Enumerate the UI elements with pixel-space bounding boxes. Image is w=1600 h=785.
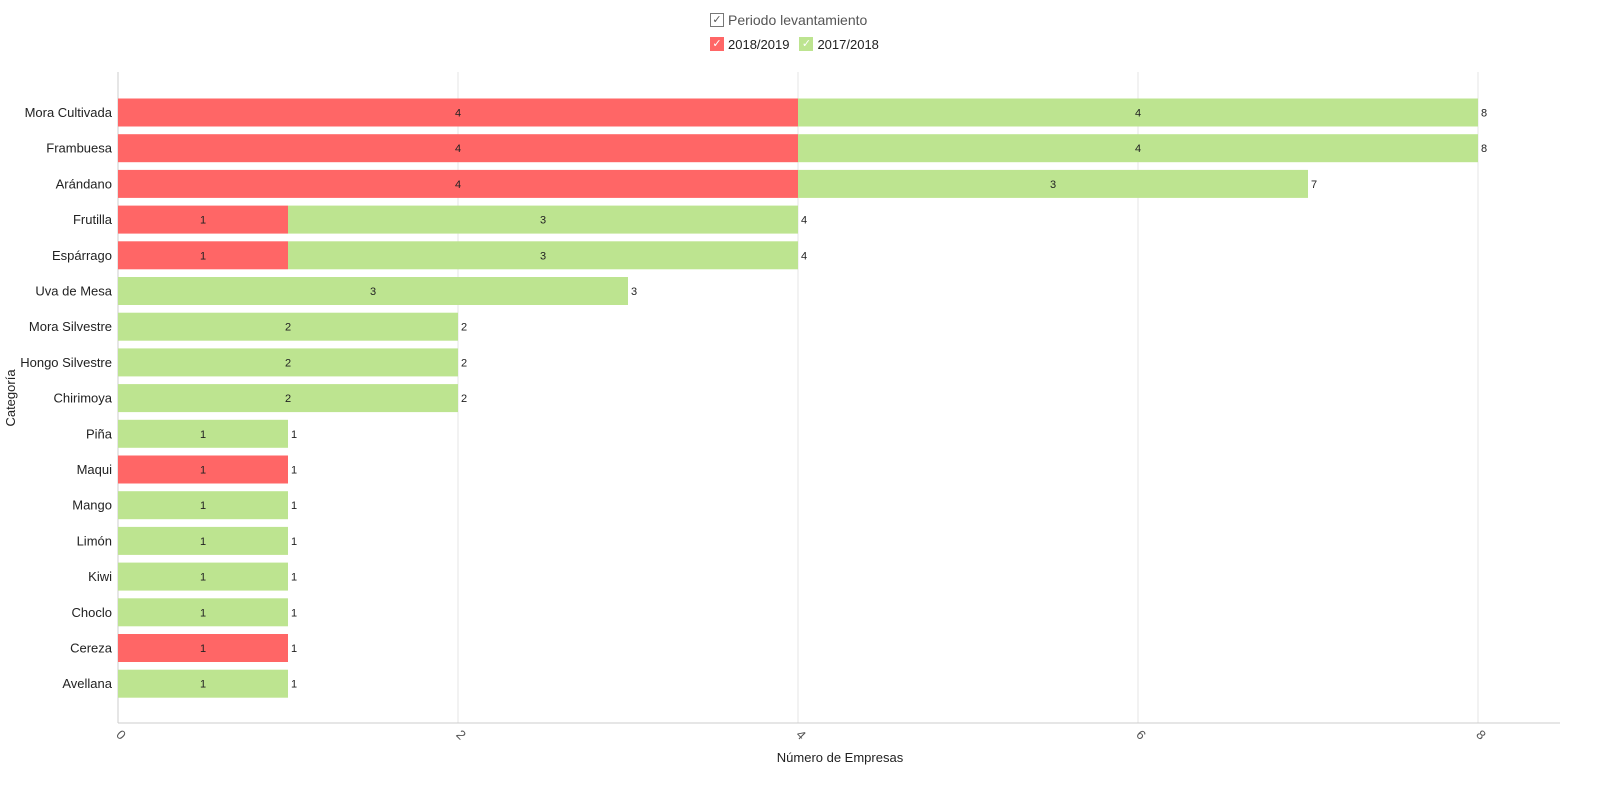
- bar-segment[interactable]: [118, 134, 798, 163]
- data-label: 4: [455, 108, 461, 120]
- bar-segment[interactable]: [118, 526, 288, 555]
- data-label: 1: [200, 572, 206, 584]
- total-label: 1: [291, 679, 297, 691]
- bar-segment[interactable]: [118, 634, 288, 662]
- data-label: 1: [200, 250, 206, 262]
- data-label: 1: [200, 429, 206, 441]
- data-label: 1: [200, 643, 206, 655]
- legend-title[interactable]: ✓ Periodo levantamiento: [710, 10, 867, 30]
- total-label: 1: [291, 607, 297, 619]
- bar-segment[interactable]: [118, 241, 288, 270]
- y-tick-label: Maqui: [77, 462, 113, 477]
- legend-item-label: 2017/2018: [817, 36, 879, 52]
- data-label: 3: [540, 250, 546, 262]
- y-tick-label: Arándano: [56, 176, 112, 191]
- bar-segment[interactable]: [798, 98, 1478, 127]
- data-label: 4: [455, 143, 461, 155]
- bar-segment[interactable]: [118, 277, 628, 305]
- y-tick-label: Hongo Silvestre: [20, 355, 112, 370]
- bar-segment[interactable]: [288, 241, 798, 270]
- y-tick-label: Mango: [72, 498, 112, 513]
- bar-segment[interactable]: [118, 348, 458, 377]
- bar-segment[interactable]: [798, 169, 1308, 198]
- checkbox-icon[interactable]: ✓: [710, 13, 724, 27]
- bar-segment[interactable]: [118, 598, 288, 627]
- total-label: 8: [1481, 108, 1487, 120]
- legend-item-label: 2018/2019: [728, 36, 790, 52]
- x-tick-label: 8: [1473, 727, 1489, 743]
- bar-segment[interactable]: [118, 384, 458, 413]
- data-label: 1: [200, 465, 206, 477]
- checkbox-icon[interactable]: ✓: [799, 37, 814, 51]
- y-tick-label: Avellana: [62, 676, 112, 691]
- y-tick-label: Mora Cultivada: [25, 105, 113, 120]
- bar-segment[interactable]: [118, 455, 288, 484]
- data-label: 4: [1135, 108, 1141, 120]
- data-label: 3: [1050, 179, 1056, 191]
- x-axis-title: Número de Empresas: [777, 750, 904, 765]
- checkbox-icon[interactable]: ✓: [710, 37, 724, 51]
- total-label: 1: [291, 500, 297, 512]
- chart-legend: ✓ Periodo levantamiento ✓ 2018/2019 ✓ 20…: [0, 0, 1600, 60]
- legend-item-2017-2018[interactable]: ✓ 2017/2018: [799, 36, 879, 52]
- total-label: 7: [1311, 179, 1317, 191]
- total-label: 3: [631, 286, 637, 298]
- data-label: 3: [370, 286, 376, 298]
- data-label: 3: [540, 215, 546, 227]
- total-label: 1: [291, 643, 297, 655]
- data-label: 1: [200, 500, 206, 512]
- data-label: 1: [200, 679, 206, 691]
- bar-segment[interactable]: [118, 419, 288, 448]
- bar-segment[interactable]: [118, 669, 288, 698]
- y-tick-label: Espárrago: [52, 248, 112, 263]
- total-label: 8: [1481, 143, 1487, 155]
- total-label: 1: [291, 429, 297, 441]
- y-axis-title: Categoría: [3, 369, 18, 427]
- y-tick-label: Uva de Mesa: [35, 284, 112, 299]
- x-tick-label: 2: [453, 727, 469, 743]
- total-label: 2: [461, 322, 467, 334]
- total-label: 1: [291, 572, 297, 584]
- data-label: 2: [285, 393, 291, 405]
- y-tick-label: Piña: [86, 426, 113, 441]
- bar-segment[interactable]: [118, 491, 288, 520]
- bar-segment[interactable]: [118, 562, 288, 591]
- y-tick-label: Frutilla: [73, 212, 113, 227]
- data-label: 2: [285, 357, 291, 369]
- y-tick-label: Kiwi: [88, 569, 112, 584]
- total-label: 2: [461, 393, 467, 405]
- bar-segment[interactable]: [118, 169, 798, 198]
- y-tick-label: Choclo: [72, 605, 112, 620]
- data-label: 4: [1135, 143, 1141, 155]
- data-label: 4: [455, 179, 461, 191]
- total-label: 1: [291, 536, 297, 548]
- x-tick-label: 0: [113, 727, 129, 743]
- y-tick-label: Cereza: [70, 641, 113, 656]
- legend-item-2018-2019[interactable]: ✓ 2018/2019: [710, 37, 789, 52]
- bar-segment[interactable]: [288, 205, 798, 234]
- data-label: 2: [285, 322, 291, 334]
- legend-items: ✓ 2018/2019 ✓ 2017/2018: [710, 34, 889, 54]
- bar-segment[interactable]: [798, 134, 1478, 163]
- data-label: 1: [200, 607, 206, 619]
- bar-segment[interactable]: [118, 205, 288, 234]
- x-tick-label: 4: [793, 727, 809, 743]
- total-label: 1: [291, 465, 297, 477]
- total-label: 4: [801, 215, 807, 227]
- y-tick-label: Mora Silvestre: [29, 319, 112, 334]
- x-tick-label: 6: [1133, 727, 1149, 743]
- data-label: 1: [200, 536, 206, 548]
- data-label: 1: [200, 215, 206, 227]
- total-label: 4: [801, 250, 807, 262]
- y-tick-label: Frambuesa: [46, 141, 113, 156]
- y-tick-label: Chirimoya: [53, 391, 112, 406]
- legend-title-label: Periodo levantamiento: [728, 12, 868, 28]
- bar-segment[interactable]: [118, 98, 798, 127]
- y-tick-label: Limón: [77, 533, 112, 548]
- total-label: 2: [461, 357, 467, 369]
- bar-segment[interactable]: [118, 312, 458, 341]
